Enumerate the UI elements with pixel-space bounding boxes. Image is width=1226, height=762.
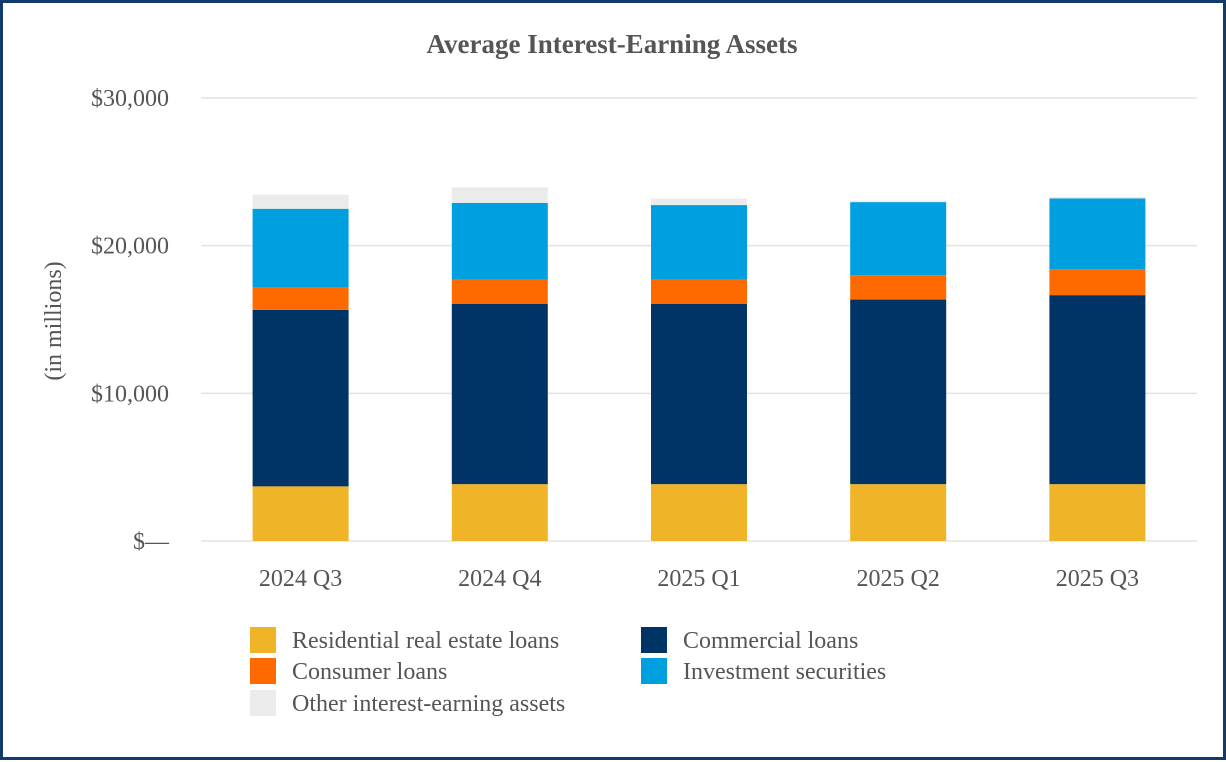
x-tick-label: 2025 Q3	[1056, 566, 1139, 592]
bar-segment	[1049, 484, 1146, 541]
bar-segment	[451, 484, 548, 541]
bar-segment	[252, 309, 349, 487]
x-tick-label: 2025 Q1	[657, 566, 740, 592]
bar-segment	[651, 205, 747, 280]
legend-swatch	[641, 658, 667, 684]
bar-segment	[1049, 269, 1146, 296]
bar-segment	[252, 486, 349, 541]
bar-segment	[252, 194, 349, 209]
bar-segment	[651, 198, 747, 206]
stacked-bar-chart: Average Interest-Earning Assets (in mill…	[41, 29, 1197, 717]
bar-segment	[1049, 196, 1146, 199]
y-tick-label: $—	[133, 529, 170, 555]
bar-segment	[850, 484, 947, 541]
bar-segment	[451, 303, 548, 485]
bar-segment	[252, 287, 349, 310]
legend-label: Commercial loans	[683, 628, 858, 654]
bar-segment	[850, 200, 947, 203]
legend-item: Residential real estate loans	[250, 627, 559, 654]
y-tick-label: $10,000	[91, 381, 169, 407]
legend-swatch	[250, 658, 276, 684]
bar-segment	[451, 279, 548, 304]
legend-item: Commercial loans	[641, 627, 858, 654]
legend-label: Residential real estate loans	[292, 628, 559, 654]
bar-segment	[651, 303, 747, 485]
y-axis-label: (in millions)	[41, 261, 67, 380]
y-tick-label: $20,000	[91, 234, 169, 260]
bar-segment	[651, 484, 747, 541]
y-tick-label: $30,000	[91, 86, 169, 112]
legend-swatch	[250, 627, 276, 653]
bar-segment	[1049, 295, 1146, 485]
bar-segment	[451, 187, 548, 203]
legend-swatch	[250, 690, 276, 716]
x-tick-label: 2024 Q4	[458, 566, 541, 592]
legend: Residential real estate loans Commercial …	[250, 627, 886, 717]
x-axis-ticks: 2024 Q3 2024 Q4 2025 Q1 2025 Q2 2025 Q3	[259, 566, 1139, 592]
legend-item: Investment securities	[641, 658, 886, 685]
x-tick-label: 2024 Q3	[259, 566, 342, 592]
bar-segment	[252, 208, 349, 288]
bar-segment	[651, 279, 747, 304]
legend-swatch	[641, 627, 667, 653]
chart-title: Average Interest-Earning Assets	[427, 29, 798, 59]
bar-segment	[1049, 198, 1146, 270]
bar-segment	[850, 299, 947, 485]
legend-label: Other interest-earning assets	[292, 691, 565, 717]
bar-segment	[850, 275, 947, 300]
legend-label: Investment securities	[683, 659, 886, 685]
legend-label: Consumer loans	[292, 659, 447, 685]
y-axis-ticks: $— $10,000 $20,000 $30,000	[91, 86, 170, 555]
bar-segment	[850, 202, 947, 276]
x-tick-label: 2025 Q2	[857, 566, 940, 592]
bars	[252, 187, 1146, 541]
legend-item: Other interest-earning assets	[250, 690, 565, 717]
legend-item: Consumer loans	[250, 658, 447, 685]
bar-segment	[451, 202, 548, 280]
